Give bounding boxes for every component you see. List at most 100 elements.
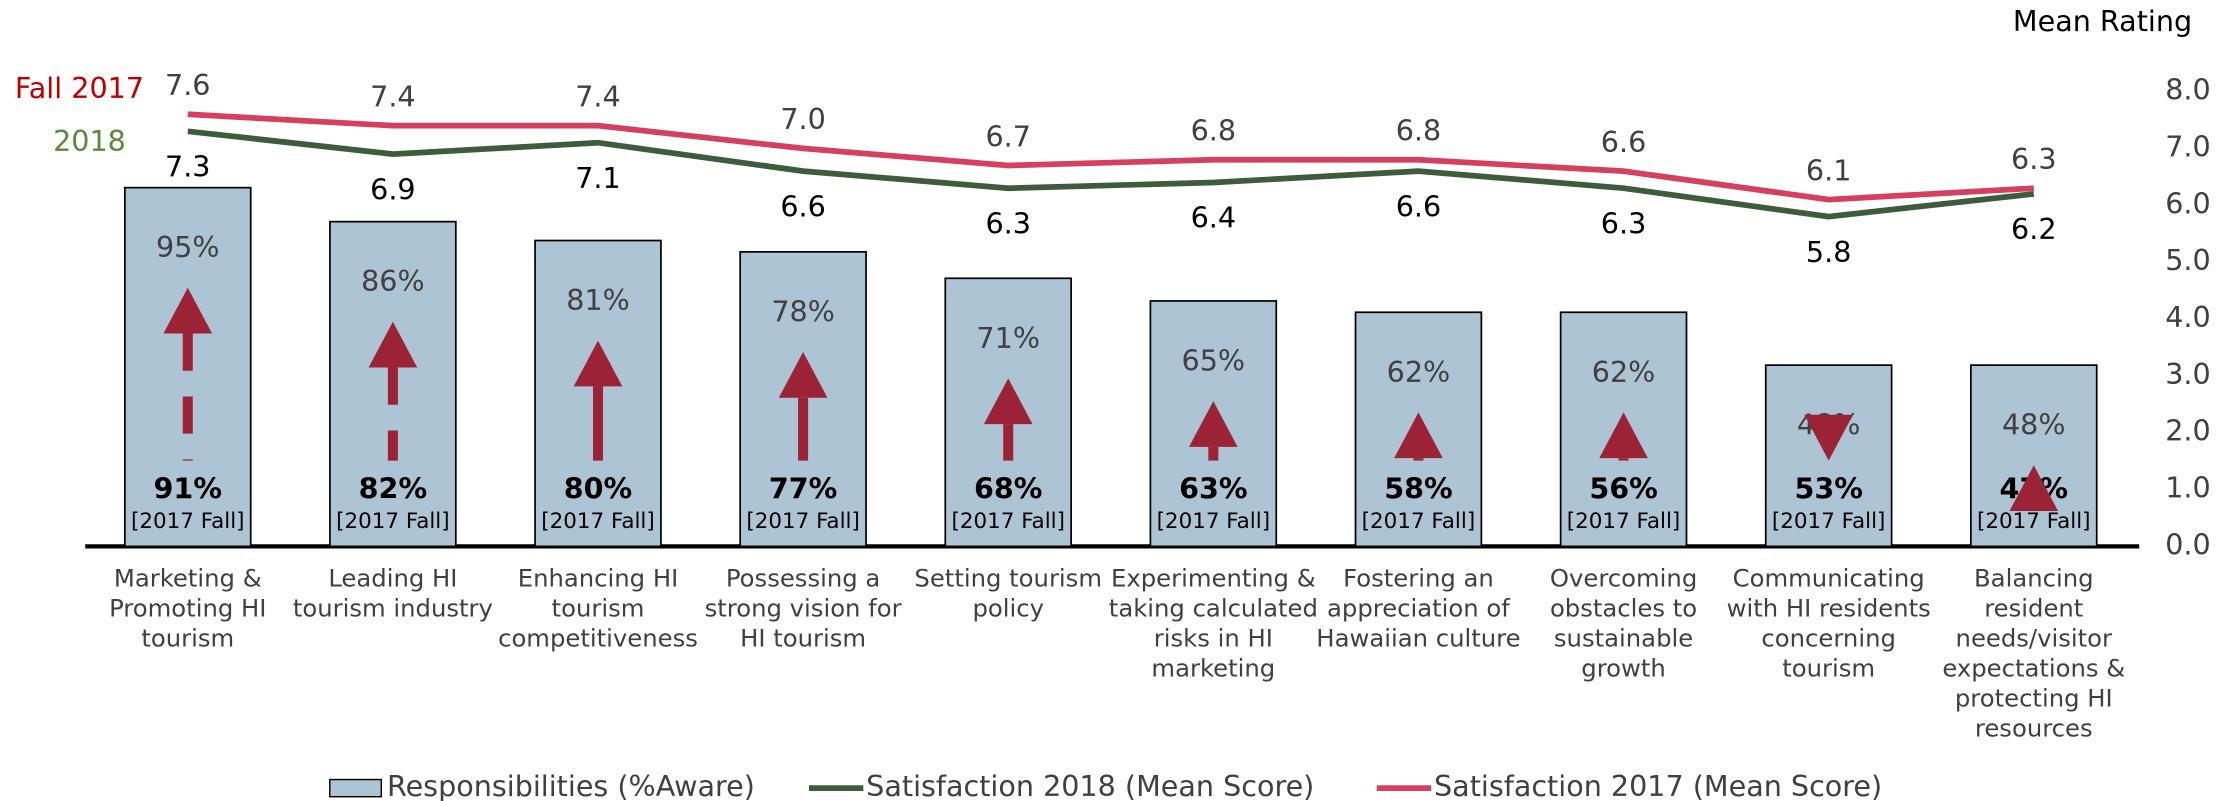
comparison-name: [2017 Fall] — [746, 509, 860, 534]
x-tick-label-line: protecting HI — [1955, 683, 2113, 712]
line-value-label: 7.4 — [575, 79, 620, 113]
x-tick-label-line: resources — [1975, 713, 2093, 742]
x-tick-label: Marketing & Promoting HI tourism — [109, 563, 266, 652]
comparison-name: [2017 Fall] — [1362, 509, 1476, 534]
line-value-label: 6.1 — [1806, 153, 1851, 187]
line-value-label: 6.7 — [985, 119, 1030, 153]
x-tick-label-line: needs/visitor — [1956, 623, 2112, 652]
x-tick-label-line: policy — [972, 593, 1044, 622]
x-tick-label-line: tourism — [1782, 653, 1875, 682]
x-tick-label-line: appreciation of — [1327, 593, 1511, 622]
comparison-value-label: 68% — [974, 472, 1042, 506]
y2-tick-label: 7.0 — [2165, 129, 2210, 163]
line-value-label: 6.6 — [780, 189, 825, 223]
line-series — [187, 128, 2035, 220]
line-label: Fall 2017 — [15, 71, 144, 105]
line-value-label: 5.8 — [1806, 235, 1851, 269]
comparison-value-label: 56% — [1589, 472, 1657, 506]
line-value-label: 7.0 — [780, 102, 825, 136]
bar-value-label: 62% — [1387, 355, 1451, 389]
x-tick-label: Overcoming obstacles to sustainable growth — [1550, 563, 1697, 682]
change-arrow-head — [2009, 465, 2059, 512]
comparison-value-label: 82% — [359, 472, 427, 506]
bar-value-label: 86% — [361, 264, 425, 298]
x-tick-label: Setting tourism policy — [914, 563, 1102, 622]
comparison-value-label: 77% — [769, 472, 837, 506]
comparison-name: [2017 Fall] — [1157, 509, 1271, 534]
comparison-name: [2017 Fall] — [951, 509, 1065, 534]
x-tick-label-line: resident — [1984, 593, 2083, 622]
x-tick-label-line: Communicating — [1733, 563, 1925, 592]
change-arrow-head — [573, 340, 623, 387]
line-label: 2018 — [53, 124, 126, 158]
y2-tick-label: 8.0 — [2165, 73, 2210, 107]
x-tick-label-line: tourism industry — [293, 593, 493, 622]
line-value-label: 6.2 — [2011, 212, 2056, 246]
line-value-label: 6.8 — [1191, 114, 1236, 148]
x-tick-label-line: risks in HI — [1154, 623, 1273, 652]
bar-value-label: 71% — [976, 321, 1040, 355]
line-series — [187, 111, 2034, 203]
x-tick-label-line: Balancing — [1974, 563, 2094, 592]
bar — [1969, 364, 2098, 548]
line-value-label: 7.3 — [165, 150, 210, 184]
comparison-name: [2017 Fall] — [1977, 509, 2091, 534]
x-tick-label-line: sustainable — [1554, 623, 1693, 652]
comparison-name: [2017 Fall] — [1567, 509, 1681, 534]
line-value-label: 7.6 — [165, 68, 210, 102]
x-tick-label-line: taking calculated — [1109, 593, 1318, 622]
comparison-value-label: 91% — [154, 472, 222, 506]
change-arrow-head — [1804, 414, 1853, 461]
y2-tick-label: 0.0 — [2165, 527, 2210, 561]
x-tick-label-line: Experimenting & — [1111, 563, 1316, 592]
change-arrow-head — [163, 287, 213, 334]
line-value-label: 6.6 — [1601, 125, 1646, 159]
x-tick-label-line: tourism — [552, 593, 645, 622]
x-tick-label-line: strong vision for — [705, 593, 902, 622]
y2-tick-label: 3.0 — [2165, 357, 2210, 391]
comparison-name: [2017 Fall] — [131, 509, 245, 534]
change-arrow-head — [1394, 412, 1443, 459]
y2-axis-title: Mean Rating — [2013, 4, 2192, 38]
x-tick-label-line: obstacles to — [1550, 593, 1697, 622]
legend-label: Responsibilities (%Aware) — [387, 769, 755, 801]
x-tick-label: Possessing a strong vision for HI tourism — [705, 563, 902, 652]
y2-tick-label: 6.0 — [2165, 186, 2210, 220]
y2-tick-label: 2.0 — [2165, 414, 2210, 448]
y2-tick-label: 5.0 — [2165, 243, 2210, 277]
line-value-label: 6.3 — [1601, 206, 1646, 240]
legend-swatch — [329, 778, 383, 798]
y2-tick-label: 4.0 — [2165, 300, 2210, 334]
x-tick-label-line: with HI residents — [1727, 593, 1931, 622]
comparison-name: [2017 Fall] — [541, 509, 655, 534]
line-value-label: 7.1 — [575, 161, 620, 195]
x-tick-label: Experimenting & taking calculated risks in… — [1109, 563, 1318, 682]
x-tick-label-line: Setting tourism — [914, 563, 1102, 592]
comparison-value-label: 63% — [1179, 472, 1247, 506]
bar-value-label: 65% — [1182, 343, 1246, 377]
bar-value-label: 62% — [1592, 355, 1656, 389]
x-tick-label-line: concerning — [1761, 623, 1895, 652]
x-tick-label-line: expectations & — [1942, 653, 2125, 682]
x-tick-label-line: Fostering an — [1343, 563, 1494, 592]
bar-value-label: 95% — [156, 230, 220, 264]
comparison-value-label: 80% — [564, 472, 632, 506]
line-value-label: 6.3 — [985, 206, 1030, 240]
x-tick-label-line: Hawaiian culture — [1316, 623, 1520, 652]
x-tick-label-line: Marketing & — [114, 563, 262, 592]
legend-label: Satisfaction 2017 (Mean Score) — [1434, 769, 1882, 801]
x-tick-label-line: Promoting HI — [109, 593, 266, 622]
x-tick-label: Fostering an appreciation of Hawaiian cult… — [1316, 563, 1520, 652]
change-arrow-head — [778, 351, 828, 398]
line-value-label: 6.4 — [1191, 201, 1236, 235]
x-tick-label-line: tourism — [141, 623, 234, 652]
x-tick-label-line: HI tourism — [740, 623, 866, 652]
comparison-name: [2017 Fall] — [1772, 509, 1886, 534]
change-arrow-head — [983, 378, 1033, 425]
line-value-label: 6.3 — [2011, 142, 2056, 176]
line-value-label: 7.4 — [370, 79, 415, 113]
x-tick-label-line: Leading HI — [328, 563, 457, 592]
line-value-label: 6.6 — [1396, 189, 1441, 223]
comparison-name: [2017 Fall] — [336, 509, 450, 534]
x-tick-label-line: competitiveness — [498, 623, 698, 652]
